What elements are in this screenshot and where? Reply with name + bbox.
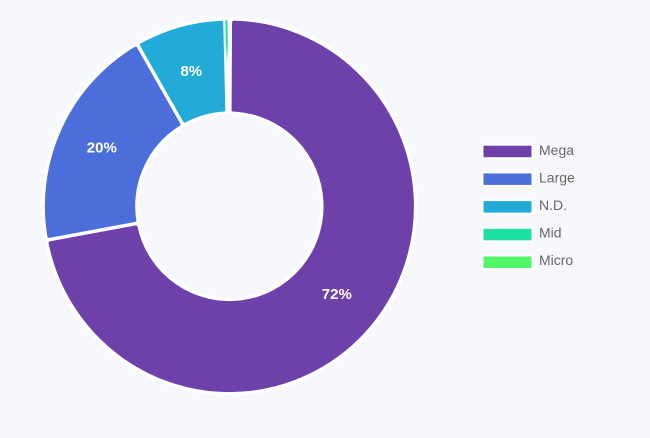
svg-text:Mega: Mega <box>539 142 574 158</box>
svg-text:8%: 8% <box>180 63 202 80</box>
svg-text:20%: 20% <box>87 139 117 156</box>
svg-text:Micro: Micro <box>539 252 573 268</box>
svg-text:Mid: Mid <box>539 225 562 241</box>
svg-text:72%: 72% <box>322 286 352 303</box>
svg-text:N.D.: N.D. <box>539 197 567 213</box>
svg-text:Large: Large <box>539 170 575 186</box>
